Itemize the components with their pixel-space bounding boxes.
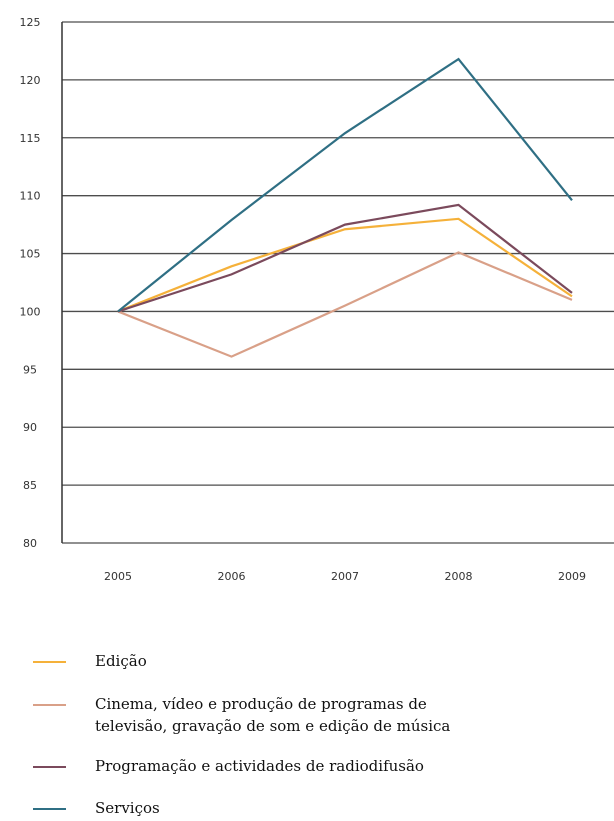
y-tick-label: 95 <box>23 363 37 376</box>
y-tick-label: 120 <box>20 74 41 87</box>
x-tick-label: 2006 <box>218 570 246 583</box>
y-tick-label: 85 <box>23 479 37 492</box>
legend-label: Edição <box>95 652 147 670</box>
y-tick-labels: 80 85 90 95 100 105 110 115 120 125 <box>20 16 41 550</box>
y-tick-label: 80 <box>23 537 37 550</box>
x-tick-labels: 2005 2006 2007 2008 2009 <box>104 570 586 583</box>
legend-swatch <box>33 766 66 768</box>
series-line-1 <box>117 251 573 358</box>
legend-label: Serviços <box>95 799 160 817</box>
y-tick-label: 100 <box>20 305 41 318</box>
series-line-3 <box>117 57 573 313</box>
gridlines <box>62 21 614 544</box>
legend-label: Programação e actividades de radiodifusã… <box>95 757 424 775</box>
x-tick-label: 2009 <box>558 570 586 583</box>
y-tick-label: 115 <box>20 132 41 145</box>
legend-swatch <box>33 661 66 663</box>
series-line-0 <box>117 217 573 313</box>
x-tick-label: 2008 <box>445 570 473 583</box>
legend-swatch <box>33 808 66 810</box>
x-tick-label: 2005 <box>104 570 132 583</box>
legend-label: Cinema, vídeo e produção de programas de <box>95 695 427 713</box>
series-lines <box>117 57 573 358</box>
y-tick-label: 90 <box>23 421 37 434</box>
y-tick-label: 105 <box>20 248 41 261</box>
legend-swatch <box>33 704 66 706</box>
y-tick-label: 125 <box>20 16 41 29</box>
x-tick-label: 2007 <box>331 570 359 583</box>
y-tick-label: 110 <box>20 190 41 203</box>
legend-label: televisão, gravação de som e edição de m… <box>95 717 451 735</box>
series-line-2 <box>117 203 573 313</box>
